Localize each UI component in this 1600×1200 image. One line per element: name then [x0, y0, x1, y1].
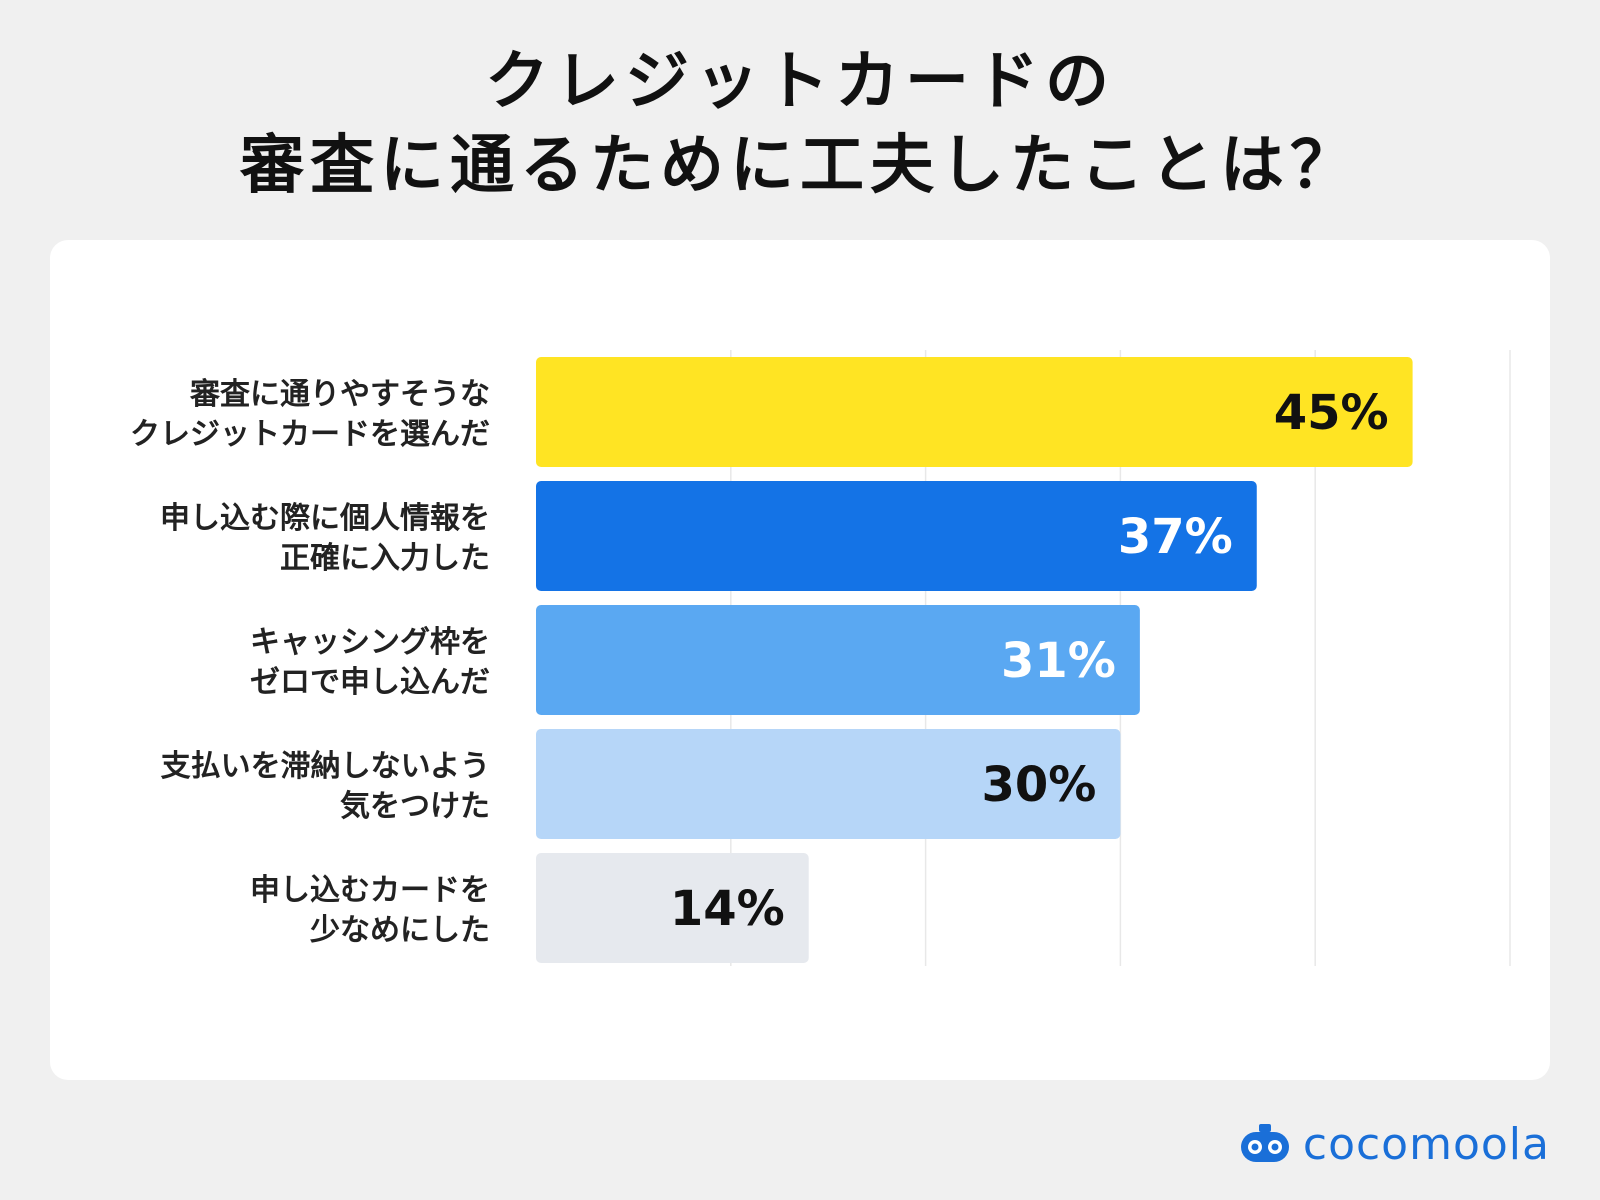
chart-title-line2: 審査に通るために工夫したことは？ — [240, 129, 1360, 203]
category-label: 申し込むカードを — [250, 873, 490, 908]
value-label: 37% — [1118, 509, 1233, 565]
category-label: 少なめにした — [310, 913, 490, 948]
bar — [536, 357, 1413, 467]
chart-title-line1: クレジットカードの — [485, 45, 1115, 119]
value-label: 30% — [982, 757, 1097, 813]
robot-icon — [1240, 1124, 1289, 1162]
value-label: 45% — [1274, 385, 1389, 441]
category-label: 申し込む際に個人情報を — [160, 501, 490, 536]
category-label: クレジットカードを選んだ — [130, 417, 490, 452]
bar — [536, 729, 1121, 839]
value-label: 31% — [1001, 633, 1116, 689]
chart-card: 45% 審査に通りやすそうなクレジットカードを選んだ 37% 申し込む際に個人情報を正… — [50, 240, 1550, 1080]
value-label: 14% — [670, 881, 785, 937]
bar — [536, 853, 809, 963]
category-label: ゼロで申し込んだ — [250, 665, 490, 700]
category-label: 支払いを滞納しないよう — [161, 749, 490, 784]
category-label: 正確に入力した — [280, 541, 490, 576]
bar-layer — [536, 357, 1413, 963]
brand-name: cocomoola — [1302, 1118, 1550, 1170]
brand-logo: cocomoola — [1237, 1116, 1550, 1172]
bar — [536, 481, 1257, 591]
chart-title: クレジットカードの 審査に通るために工夫したことは？ — [0, 40, 1600, 208]
category-label: 審査に通りやすそうな — [189, 377, 490, 412]
bar — [536, 605, 1140, 715]
category-label: 気をつけた — [340, 789, 490, 824]
category-label: キャッシング枠を — [250, 625, 490, 660]
